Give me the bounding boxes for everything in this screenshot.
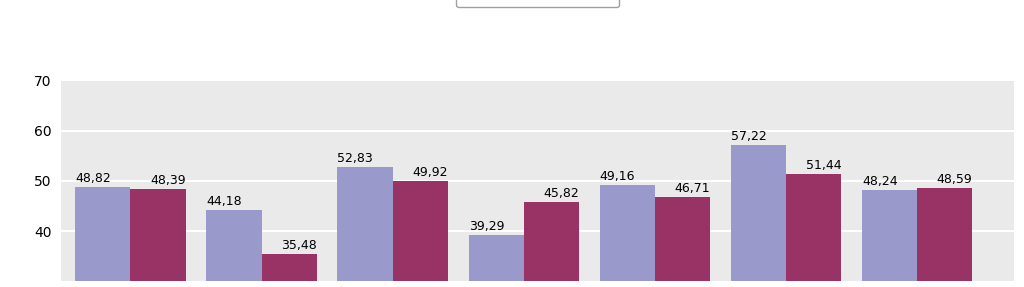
Legend: Miehet, Naiset: Miehet, Naiset (456, 0, 620, 7)
Bar (261, 254, 316, 287)
Bar (600, 185, 655, 287)
Bar (130, 189, 185, 287)
Text: 35,48: 35,48 (281, 239, 316, 252)
Bar (392, 181, 447, 287)
Bar (338, 166, 392, 287)
Bar (655, 197, 710, 287)
Text: 46,71: 46,71 (675, 182, 710, 195)
Text: 39,29: 39,29 (469, 220, 504, 232)
Text: 52,83: 52,83 (338, 152, 373, 164)
Bar (862, 190, 918, 287)
Bar (469, 234, 524, 287)
Text: 48,24: 48,24 (862, 175, 898, 188)
Bar (731, 145, 786, 287)
Bar (75, 187, 130, 287)
Bar (918, 188, 973, 287)
Text: 57,22: 57,22 (731, 129, 767, 143)
Bar (786, 174, 842, 287)
Text: 44,18: 44,18 (207, 195, 242, 208)
Text: 45,82: 45,82 (544, 187, 579, 200)
Text: 51,44: 51,44 (806, 159, 842, 172)
Text: 49,16: 49,16 (600, 170, 635, 183)
Bar (524, 202, 579, 287)
Text: 48,82: 48,82 (75, 172, 111, 185)
Text: 48,39: 48,39 (151, 174, 185, 187)
Bar (207, 210, 261, 287)
Text: 48,59: 48,59 (937, 173, 973, 186)
Text: 49,92: 49,92 (413, 166, 447, 179)
